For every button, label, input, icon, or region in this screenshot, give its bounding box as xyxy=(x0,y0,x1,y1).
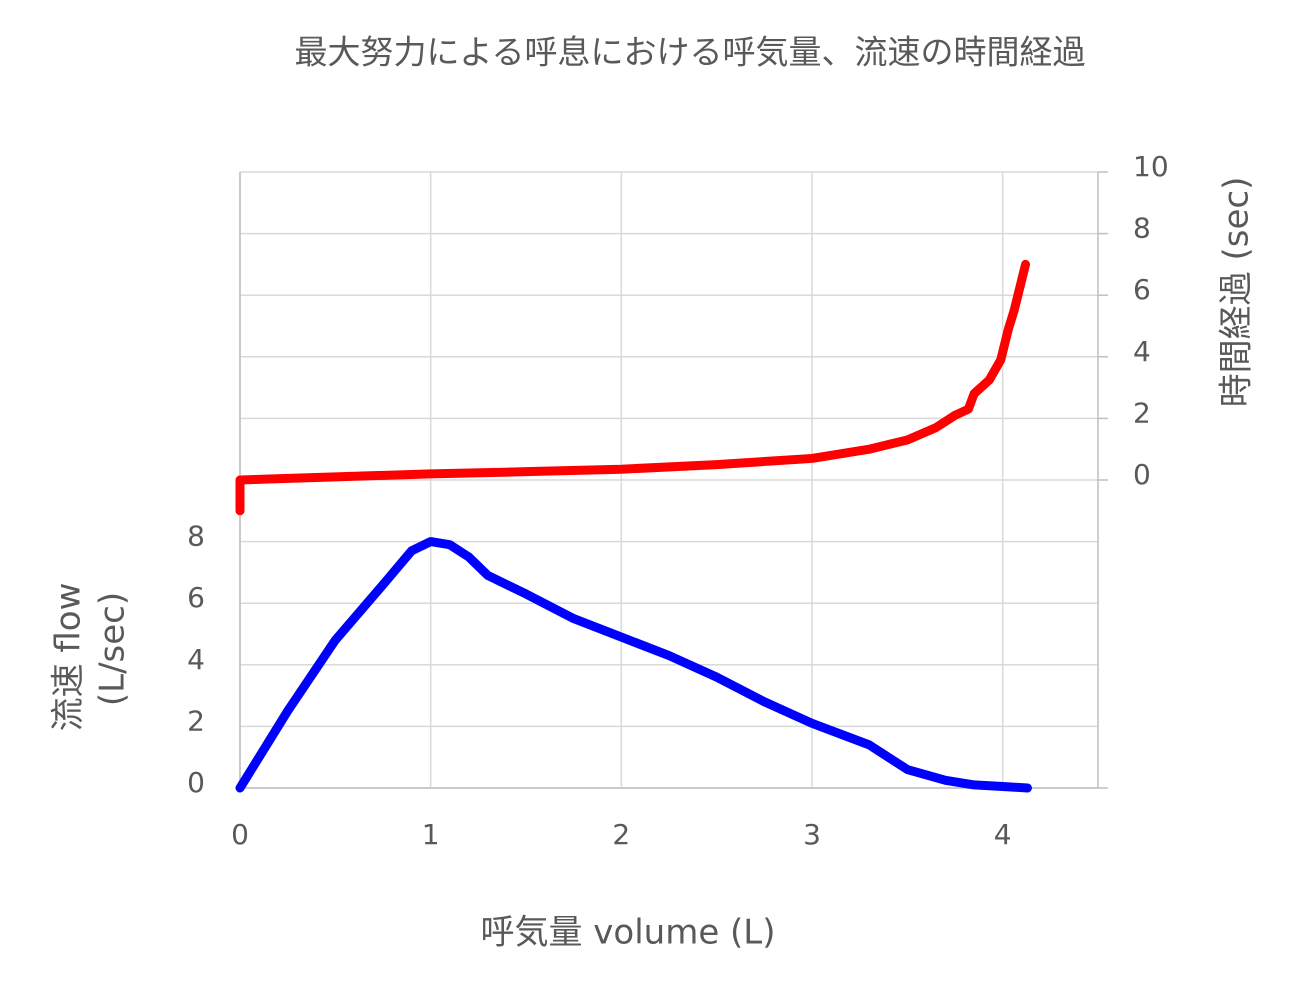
x-tick-label: 0 xyxy=(231,818,249,851)
y-tick-label: 4 xyxy=(187,643,205,676)
x-tick-label: 3 xyxy=(803,818,821,851)
y2-tick-label: 2 xyxy=(1133,396,1151,429)
x-axis-title: 呼気量 volume (L) xyxy=(480,913,775,953)
y-tick-label: 0 xyxy=(187,766,205,799)
y2-tick-label: 4 xyxy=(1133,335,1151,368)
data-line xyxy=(235,259,1031,516)
y-axis-title: (L/sec) xyxy=(93,592,133,706)
y-axis-title: 流速 flow xyxy=(49,583,89,732)
x-tick-label: 1 xyxy=(422,818,440,851)
y2-tick-label: 8 xyxy=(1133,212,1151,245)
y-tick-label: 2 xyxy=(187,704,205,737)
y2-tick-label: 10 xyxy=(1133,150,1169,183)
y2-axis-title: 時間経過 (sec) xyxy=(1217,177,1257,408)
y2-tick-label: 6 xyxy=(1133,273,1151,306)
y2-tick-label: 0 xyxy=(1133,458,1151,491)
x-tick-label: 2 xyxy=(612,818,630,851)
x-tick-label: 4 xyxy=(994,818,1012,851)
data-line xyxy=(235,537,1032,793)
y-tick-label: 6 xyxy=(187,581,205,614)
chart-title: 最大努力による呼息における呼気量、流速の時間経過 xyxy=(294,33,1085,72)
y-tick-label: 8 xyxy=(187,520,205,553)
